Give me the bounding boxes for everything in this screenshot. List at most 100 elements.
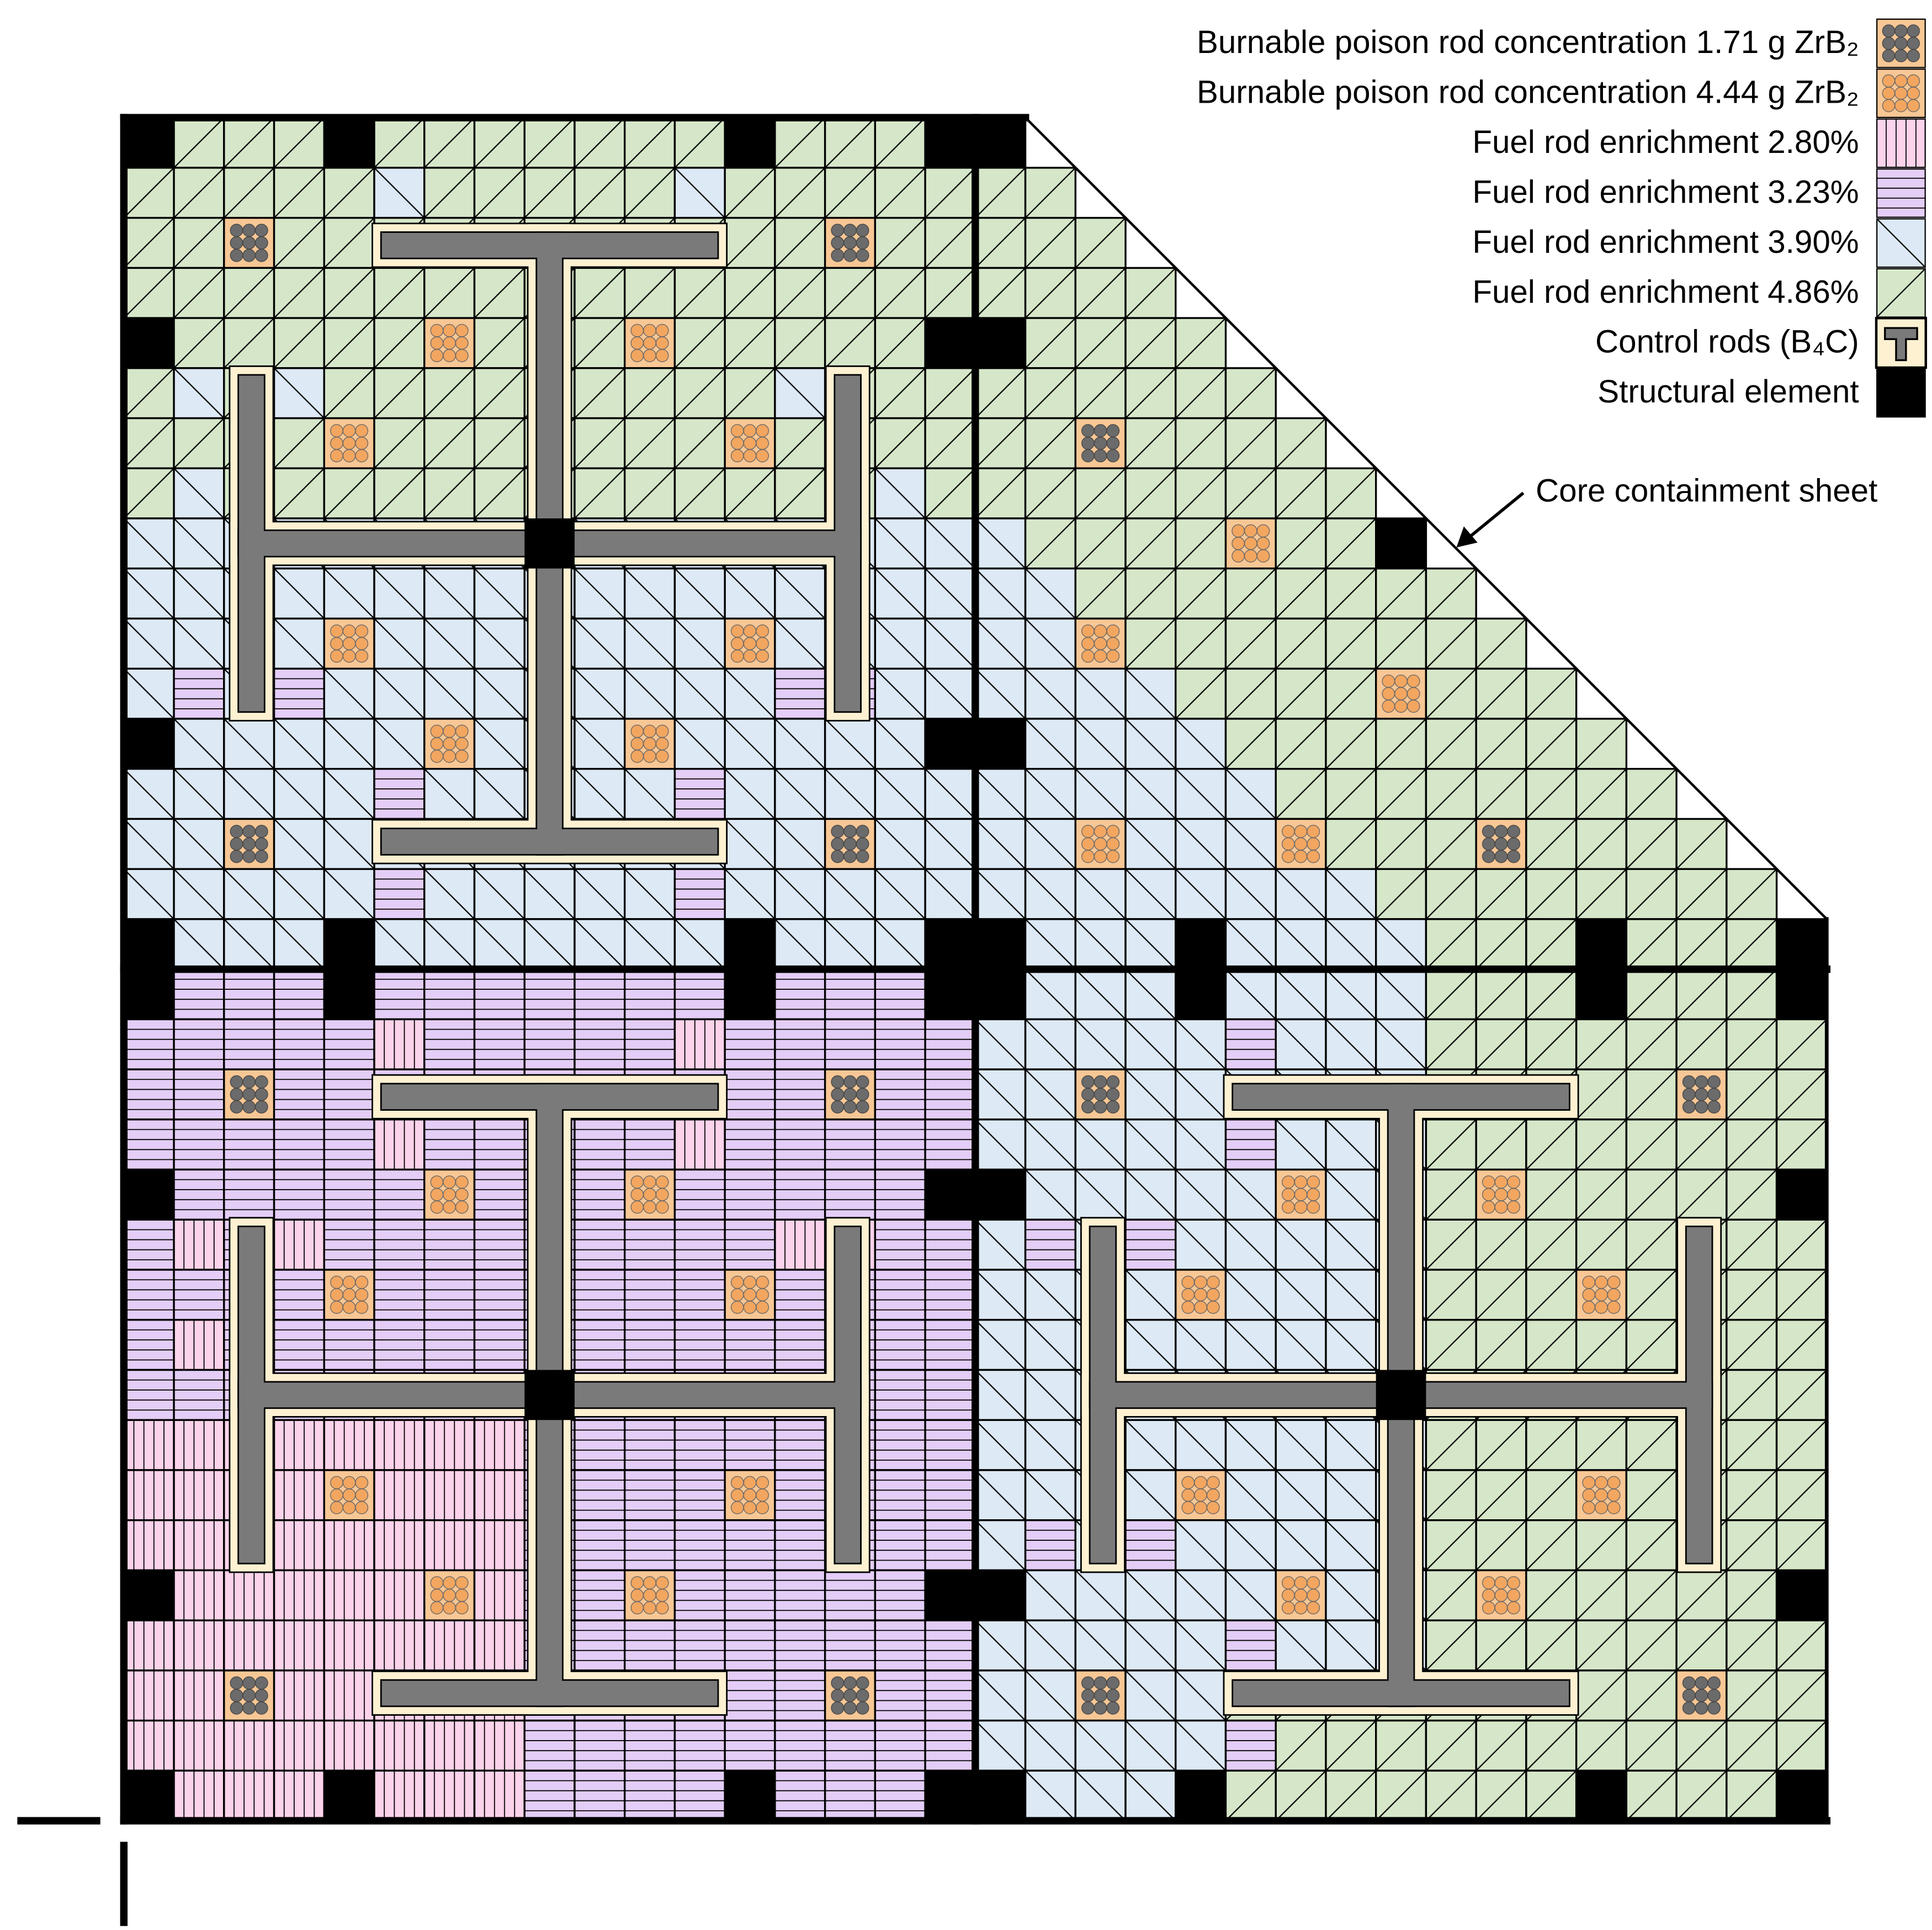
fuel-rod xyxy=(724,868,776,920)
fuel-rod xyxy=(1325,1419,1377,1471)
fuel-rod xyxy=(1325,918,1377,971)
fuel-rod xyxy=(223,1018,275,1070)
fuel-rod xyxy=(1024,1118,1076,1171)
fuel-rod xyxy=(724,718,776,770)
fuel-rod xyxy=(974,868,1027,920)
fuel-rod xyxy=(1525,1719,1578,1772)
fuel-rod xyxy=(473,718,526,770)
fuel-rod xyxy=(1275,417,1327,469)
fuel-rod xyxy=(273,417,325,469)
fuel-rod xyxy=(874,467,926,519)
fuel-rod xyxy=(874,1669,926,1722)
fuel-rod xyxy=(1726,1218,1778,1271)
fuel-rod xyxy=(1224,617,1277,670)
fuel-rod xyxy=(1124,617,1177,670)
fuel-rod xyxy=(1074,918,1127,971)
fuel-rod xyxy=(724,768,776,820)
fuel-rod xyxy=(1124,1018,1177,1070)
fuel-rod xyxy=(673,367,726,420)
fuel-rod xyxy=(724,1118,776,1171)
fuel-rod xyxy=(423,968,476,1021)
fuel-rod xyxy=(273,1469,325,1521)
fuel-rod xyxy=(223,116,275,169)
fuel-rod xyxy=(473,667,526,720)
control-rod xyxy=(381,1680,718,1706)
fuel-rod xyxy=(924,467,976,519)
fuel-rod xyxy=(1475,1419,1527,1471)
fuel-rod xyxy=(1625,1168,1678,1221)
fuel-rod xyxy=(273,568,325,620)
fuel-rod xyxy=(173,1018,225,1070)
legend-label: Fuel rod enrichment 2.80% xyxy=(1472,124,1859,160)
structural-element xyxy=(974,1769,1027,1822)
fuel-rod xyxy=(724,1569,776,1621)
fuel-rod xyxy=(373,267,426,319)
fuel-rod xyxy=(473,267,526,319)
fuel-rod xyxy=(574,868,626,920)
fuel-rod xyxy=(1124,517,1177,570)
burnable-poison-rod xyxy=(624,317,676,369)
fuel-rod xyxy=(1625,1419,1678,1471)
fuel-rod xyxy=(924,868,976,920)
fuel-rod xyxy=(824,1168,877,1221)
fuel-rod xyxy=(874,718,926,770)
fuel-rod xyxy=(373,317,426,369)
fuel-rod xyxy=(924,216,976,269)
structural-element xyxy=(1775,918,1828,971)
fuel-rod xyxy=(1024,317,1076,369)
fuel-rod xyxy=(1525,1118,1578,1171)
fuel-rod xyxy=(1224,467,1277,519)
fuel-rod xyxy=(1575,1218,1628,1271)
structural-element xyxy=(1775,1569,1828,1621)
fuel-rod xyxy=(1275,467,1327,519)
fuel-rod xyxy=(1224,367,1277,420)
fuel-rod xyxy=(423,617,476,670)
fuel-rod xyxy=(1525,868,1578,920)
structural-element xyxy=(924,317,976,369)
fuel-rod xyxy=(774,467,826,519)
fuel-rod xyxy=(1275,1218,1327,1271)
fuel-rod xyxy=(673,968,726,1021)
fuel-rod xyxy=(824,718,877,770)
fuel-rod xyxy=(423,267,476,319)
fuel-rod xyxy=(1775,1319,1828,1371)
control-rod xyxy=(239,1227,264,1563)
fuel-rod xyxy=(1575,1319,1628,1371)
structural-element xyxy=(974,718,1027,770)
fuel-rod xyxy=(1074,267,1127,319)
fuel-rod xyxy=(1726,1769,1778,1822)
fuel-rod xyxy=(673,568,726,620)
fuel-rod xyxy=(624,1018,676,1070)
fuel-rod xyxy=(874,868,926,920)
fuel-rod xyxy=(974,417,1027,469)
fuel-rod xyxy=(1475,918,1527,971)
control-rod xyxy=(239,375,264,712)
fuel-rod xyxy=(774,116,826,169)
fuel-rod xyxy=(624,1269,676,1321)
fuel-rod xyxy=(423,918,476,971)
structural-element xyxy=(974,1168,1027,1221)
fuel-rod xyxy=(173,1669,225,1722)
fuel-rod xyxy=(473,1719,526,1772)
fuel-rod xyxy=(1175,1218,1227,1271)
fuel-rod xyxy=(523,1769,576,1822)
fuel-rod xyxy=(1775,1369,1828,1421)
fuel-rod xyxy=(223,718,275,770)
fuel-rod xyxy=(423,1469,476,1521)
fuel-rod xyxy=(673,467,726,519)
fuel-rod xyxy=(1675,1619,1728,1672)
fuel-rod xyxy=(123,1269,175,1321)
fuel-rod xyxy=(173,1218,225,1271)
fuel-rod xyxy=(1525,1619,1578,1672)
fuel-rod xyxy=(323,1519,375,1572)
fuel-rod xyxy=(673,317,726,369)
fuel-rod xyxy=(774,768,826,820)
fuel-rod xyxy=(423,116,476,169)
fuel-rod xyxy=(824,1769,877,1822)
fuel-rod xyxy=(574,467,626,519)
fuel-rod xyxy=(824,267,877,319)
fuel-rod xyxy=(473,768,526,820)
fuel-rod xyxy=(774,1669,826,1722)
fuel-rod xyxy=(574,267,626,319)
fuel-rod xyxy=(874,1319,926,1371)
